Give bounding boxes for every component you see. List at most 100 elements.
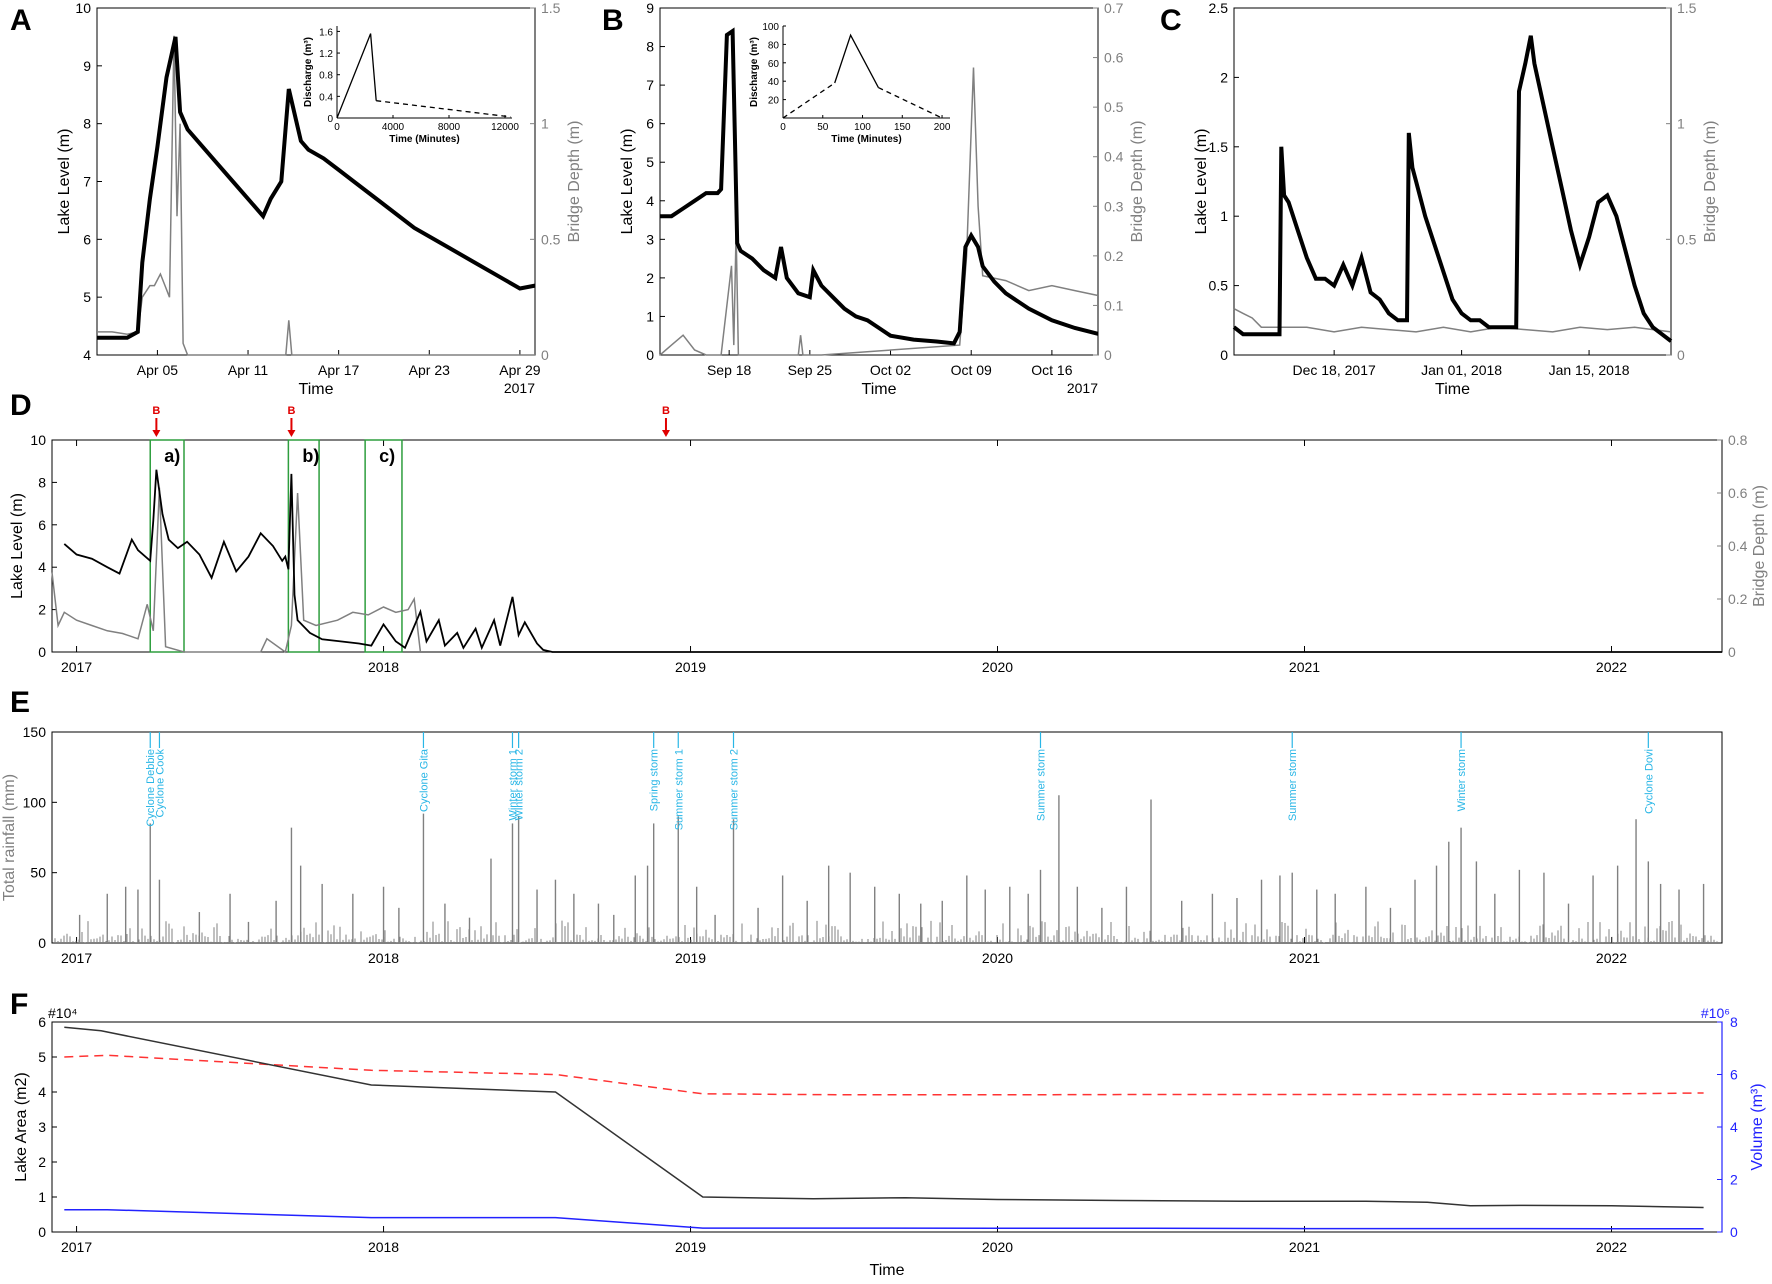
inset-discharge-dashed bbox=[878, 87, 943, 119]
panel-b: B 0 1 2 3 4 5 6 7 8 9 0 0.1 0.2 0.3 0.4 0.5 0.6 0.7 Sep 18 S… bbox=[602, 0, 1146, 398]
x-tick-label: 2018 bbox=[368, 1239, 399, 1255]
inset-x-axis-label: Time (Minutes) bbox=[831, 134, 901, 145]
lake-level-series bbox=[63, 469, 1722, 653]
y-right-tick-label: 0 bbox=[1677, 347, 1685, 363]
y-tick-label: 5 bbox=[646, 154, 654, 170]
y-axis-label: Lake Level (m) bbox=[9, 493, 26, 599]
breach-marker-arrowhead bbox=[287, 430, 296, 437]
y-tick-label: 9 bbox=[83, 58, 91, 74]
storm-label: Winter storm 2 bbox=[514, 749, 526, 821]
storm-label: Cyclone Gita bbox=[418, 748, 430, 812]
y-tick-label: 5 bbox=[38, 1049, 46, 1065]
lake-level-series bbox=[97, 36, 536, 340]
inset-y-axis-label: Discharge (m³) bbox=[749, 37, 760, 107]
plot-frame bbox=[51, 1021, 1723, 1233]
inset-x-axis-label: Time (Minutes) bbox=[389, 134, 459, 145]
plot-frame bbox=[96, 7, 536, 356]
inset-y-axis-label: Discharge (m³) bbox=[303, 37, 314, 107]
y-tick-label: 4 bbox=[38, 559, 46, 575]
right-axis-exponent: #10⁶ bbox=[1701, 1005, 1730, 1021]
x-tick-label: 2017 bbox=[61, 1239, 92, 1255]
y-tick-label: 10 bbox=[75, 0, 91, 16]
x-tick-label: Jan 15, 2018 bbox=[1549, 362, 1630, 378]
dashed-series bbox=[64, 1054, 1704, 1096]
panel-letter: D bbox=[10, 389, 32, 422]
y-right-tick-label: 0.6 bbox=[1728, 485, 1748, 501]
y-tick-label: 7 bbox=[646, 77, 654, 93]
left-axis-exponent: #10⁴ bbox=[48, 1005, 77, 1021]
x-tick-label: 2021 bbox=[1289, 659, 1320, 675]
storm-label: Summer storm bbox=[1035, 749, 1047, 821]
inset-y-tick-label: 1.6 bbox=[319, 27, 333, 38]
y-tick-label: 5 bbox=[83, 289, 91, 305]
y-right-tick-label: 0.8 bbox=[1728, 432, 1748, 448]
plot-frame bbox=[659, 7, 1099, 356]
x-tick-label: Sep 25 bbox=[788, 362, 833, 378]
panel-d: D 0 2 4 6 8 10 0 0.2 0.4 0.6 0.8 2017 2018 2019 2020 202… bbox=[9, 389, 1768, 675]
x-tick-label: Apr 11 bbox=[228, 362, 268, 378]
y-tick-label: 6 bbox=[38, 517, 46, 533]
y-axis-label: Lake Level (m) bbox=[56, 129, 73, 235]
plot-frame bbox=[51, 439, 1723, 653]
x-tick-label: 2021 bbox=[1289, 1239, 1320, 1255]
y-right-tick-label: 0.7 bbox=[1104, 0, 1124, 16]
x-tick-label: Apr 05 bbox=[137, 362, 178, 378]
y-tick-label: 0 bbox=[38, 935, 46, 951]
inset-y-tick-label: 40 bbox=[768, 77, 780, 88]
panel-letter: C bbox=[1160, 4, 1182, 37]
bridge-depth-series bbox=[659, 67, 1099, 356]
event-box-label: c) bbox=[379, 446, 395, 466]
panel-c: C 0 0.5 1 1.5 2 2.5 0 0.5 1 1.5 Dec 18, 2017 Jan 01,… bbox=[1160, 0, 1719, 398]
lake-level-series bbox=[1232, 35, 1673, 343]
x-tick-label: 2017 bbox=[61, 950, 92, 966]
x-tick-label: Oct 16 bbox=[1031, 362, 1072, 378]
y-right-tick-label: 6 bbox=[1730, 1067, 1738, 1083]
inset-y-tick-label: 1.2 bbox=[319, 49, 333, 60]
inset-x-tick-label: 50 bbox=[817, 122, 829, 133]
y-tick-label: 0 bbox=[1220, 347, 1228, 363]
y-tick-label: 1 bbox=[38, 1189, 46, 1205]
y-right-tick-label: 0 bbox=[541, 347, 549, 363]
y-tick-label: 100 bbox=[23, 794, 47, 810]
inset-y-tick-label: 0.4 bbox=[319, 92, 333, 103]
bridge-depth-series bbox=[97, 35, 535, 356]
y-right-tick-label: 1.5 bbox=[541, 0, 561, 16]
y-right-axis-label: Bridge Depth (m) bbox=[1702, 121, 1719, 243]
y-right-tick-label: 0.6 bbox=[1104, 50, 1124, 66]
y-right-tick-label: 0.2 bbox=[1104, 248, 1124, 264]
x-axis-label: Time bbox=[299, 381, 334, 398]
x-tick-label: Oct 02 bbox=[870, 362, 911, 378]
y-right-tick-label: 0.4 bbox=[1104, 149, 1124, 165]
y-tick-label: 6 bbox=[646, 116, 654, 132]
y-tick-label: 8 bbox=[83, 116, 91, 132]
x-axis-label: Time bbox=[862, 381, 897, 398]
y-tick-label: 4 bbox=[83, 347, 91, 363]
inset-x-tick-label: 100 bbox=[854, 122, 871, 133]
inset-discharge-dashed bbox=[782, 82, 836, 119]
x-tick-label: 2022 bbox=[1596, 950, 1627, 966]
y-tick-label: 8 bbox=[646, 39, 654, 55]
breach-marker-arrowhead bbox=[661, 430, 670, 437]
inset-discharge-solid bbox=[834, 33, 879, 88]
y-right-tick-label: 8 bbox=[1730, 1014, 1738, 1030]
event-box bbox=[149, 439, 185, 653]
x-tick-label: 2020 bbox=[982, 1239, 1013, 1255]
y-tick-label: 1.5 bbox=[1209, 139, 1229, 155]
x-tick-label: 2022 bbox=[1596, 1239, 1627, 1255]
y-right-tick-label: 0.3 bbox=[1104, 198, 1124, 214]
y-right-tick-label: 0 bbox=[1728, 644, 1736, 660]
y-right-tick-label: 0.1 bbox=[1104, 297, 1124, 313]
x-tick-label: 2022 bbox=[1596, 659, 1627, 675]
x-tick-label: Sep 18 bbox=[707, 362, 752, 378]
x-tick-label: Dec 18, 2017 bbox=[1292, 362, 1375, 378]
panel-letter: F bbox=[10, 988, 28, 1021]
storm-label: Winter storm bbox=[1456, 749, 1468, 811]
y-right-axis-label: Bridge Depth (m) bbox=[1129, 121, 1146, 243]
y-tick-label: 0 bbox=[646, 347, 654, 363]
x-tick-label: 2019 bbox=[675, 659, 706, 675]
y-right-tick-label: 0.5 bbox=[1104, 99, 1124, 115]
y-right-tick-label: 0.2 bbox=[1728, 591, 1748, 607]
y-right-axis-label: Bridge Depth (m) bbox=[1751, 485, 1768, 607]
inset-x-tick-label: 12000 bbox=[491, 122, 519, 133]
